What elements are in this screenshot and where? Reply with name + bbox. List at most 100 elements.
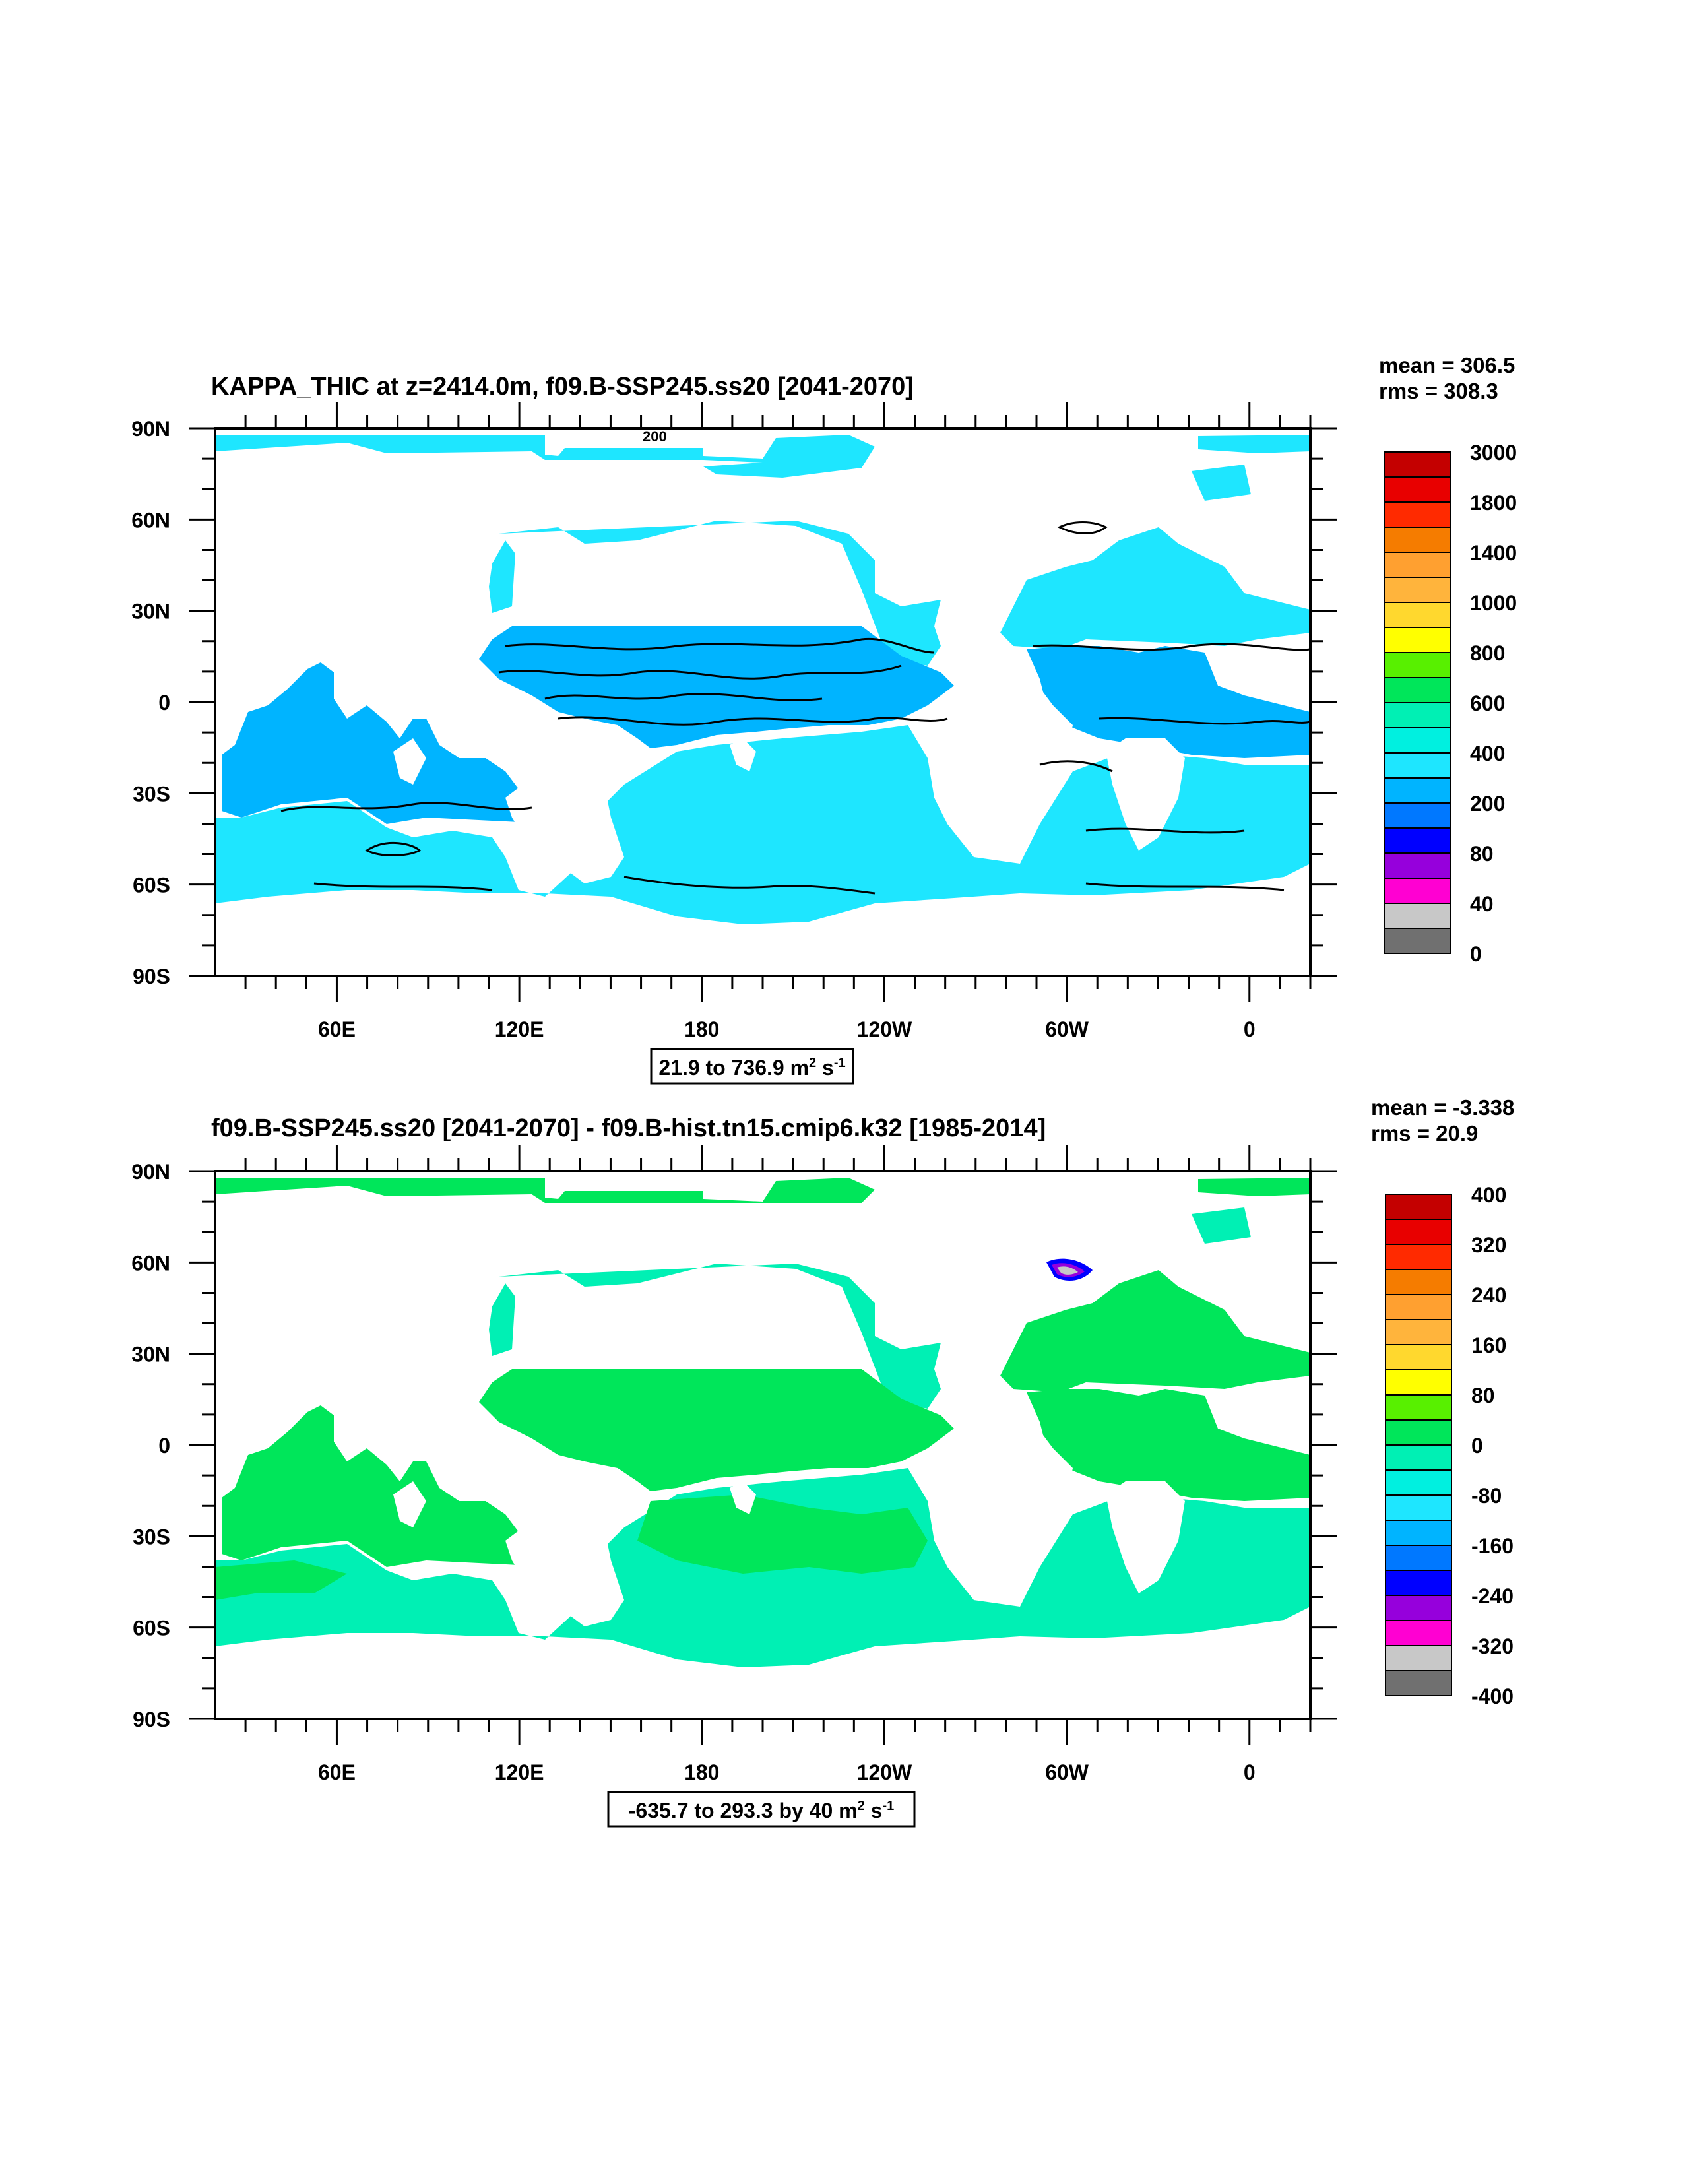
colorbar-box	[1384, 627, 1451, 653]
colorbar-box	[1385, 1344, 1452, 1370]
colorbar-label: 800	[1470, 641, 1505, 665]
ocean-layer	[215, 435, 1310, 924]
colorbar-box	[1384, 777, 1451, 804]
colorbar-label: -320	[1471, 1634, 1514, 1658]
colorbar-box	[1385, 1294, 1452, 1320]
ocean-layer	[215, 1178, 1310, 1667]
labrador-anomaly	[1046, 1258, 1093, 1281]
lon-label: 60W	[1045, 1017, 1089, 1041]
lon-label: 60E	[318, 1017, 356, 1041]
lat-label: 30S	[133, 782, 170, 806]
panel-1-rms: rms = 308.3	[1379, 379, 1498, 403]
colorbar-label: 600	[1470, 691, 1505, 715]
lon-label: 60W	[1045, 1760, 1089, 1784]
colorbar-label: 240	[1471, 1283, 1506, 1307]
map-ticks	[189, 402, 1337, 1002]
colorbar-label: 400	[1470, 742, 1505, 765]
contour-label: 200	[643, 428, 667, 445]
colorbar-box	[1385, 1219, 1452, 1245]
colorbar-box	[1384, 752, 1451, 779]
colorbar-box	[1385, 1469, 1452, 1496]
panel-2-title: f09.B-SSP245.ss20 [2041-2070] - f09.B-hi…	[211, 1114, 1046, 1142]
colorbar-box	[1384, 903, 1451, 929]
lat-label: 90N	[131, 1160, 170, 1184]
lat-label: 0	[158, 1434, 170, 1458]
colorbar-box	[1384, 577, 1451, 603]
colorbar-box	[1384, 451, 1451, 478]
colorbar-label: 160	[1471, 1333, 1506, 1357]
colorbar-label: -240	[1471, 1584, 1514, 1608]
lat-label: 90N	[131, 417, 170, 441]
colorbar-box	[1385, 1244, 1452, 1270]
lat-label: 60S	[133, 1617, 170, 1640]
lat-label: 60N	[131, 508, 170, 532]
lon-label: 180	[684, 1760, 719, 1784]
map-ticks	[189, 1145, 1337, 1745]
colorbar-label: 1000	[1470, 591, 1517, 615]
lat-label: 30N	[131, 1343, 170, 1366]
colorbar-label: 80	[1470, 842, 1494, 866]
lon-labels: 60E 120E 180 120W 60W 0	[318, 1760, 1256, 1784]
panel-1-mean: mean = 306.5	[1379, 353, 1515, 377]
lon-label: 0	[1244, 1017, 1256, 1041]
lon-label: 120W	[857, 1017, 912, 1041]
lat-labels: 90N 60N 30N 0 30S 60S 90S	[131, 417, 170, 988]
contour-lines	[280, 521, 1311, 895]
lat-label: 90S	[133, 1708, 170, 1731]
colorbar-box	[1385, 1194, 1452, 1220]
colorbar-box	[1384, 652, 1451, 678]
lat-labels: 90N 60N 30N 0 30S 60S 90S	[131, 1160, 170, 1731]
colorbar-label: 80	[1471, 1384, 1495, 1407]
colorbar-label: -400	[1471, 1685, 1514, 1708]
panel-2-range-label: -635.7 to 293.3 by 40 m2 s-1	[607, 1791, 916, 1828]
colorbar-box	[1385, 1269, 1452, 1295]
lon-labels: 60E 120E 180 120W 60W 0	[318, 1017, 1256, 1041]
colorbar-box	[1385, 1620, 1452, 1646]
panel-2-mean: mean = -3.338	[1371, 1095, 1514, 1120]
colorbar-box	[1385, 1545, 1452, 1571]
panel-2-colorbar: 400 320 240 160 80 0 -80 -160 -240 -320 -400	[1385, 1183, 1514, 1708]
colorbar-box	[1385, 1494, 1452, 1521]
colorbar-label: 40	[1470, 892, 1494, 916]
lon-label: 120E	[495, 1760, 544, 1784]
colorbar-box	[1385, 1520, 1452, 1546]
range-label-box	[607, 1791, 916, 1828]
colorbar-box	[1384, 552, 1451, 578]
lon-label: 60E	[318, 1760, 356, 1784]
lat-label: 0	[158, 691, 170, 715]
colorbar-box	[1384, 727, 1451, 754]
colorbar-box	[1385, 1444, 1452, 1471]
colorbar-box	[1384, 677, 1451, 703]
colorbar-box	[1384, 802, 1451, 829]
colorbar-box	[1384, 501, 1451, 528]
panel-1-title: KAPPA_THIC at z=2414.0m, f09.B-SSP245.ss…	[211, 373, 914, 401]
colorbar-label: -160	[1471, 1534, 1514, 1558]
panel-1-range-label: 21.9 to 736.9 m2 s-1	[650, 1048, 854, 1085]
lat-label: 60S	[133, 874, 170, 897]
colorbar-label: 320	[1471, 1233, 1506, 1257]
panel-1: KAPPA_THIC at z=2414.0m, f09.B-SSP245.ss…	[131, 353, 1517, 1085]
panel-2-rms: rms = 20.9	[1371, 1121, 1478, 1145]
colorbar-label: 0	[1471, 1434, 1483, 1458]
colorbar-box	[1384, 527, 1451, 553]
colorbar-label: -80	[1471, 1484, 1502, 1508]
colorbar-box	[1384, 878, 1451, 904]
colorbar-box	[1385, 1645, 1452, 1671]
colorbar-label: 1800	[1470, 491, 1517, 515]
colorbar-box	[1385, 1419, 1452, 1446]
colorbar-box	[1385, 1595, 1452, 1621]
colorbar-box	[1385, 1670, 1452, 1696]
range-label-box	[650, 1048, 854, 1085]
lon-label: 180	[684, 1017, 719, 1041]
colorbar-box	[1385, 1570, 1452, 1596]
range-label-text: -635.7 to 293.3 by 40 m2 s-1	[629, 1799, 894, 1822]
lon-label: 0	[1244, 1760, 1256, 1784]
lon-label: 120E	[495, 1017, 544, 1041]
lat-label: 90S	[133, 965, 170, 988]
colorbar-box	[1384, 476, 1451, 503]
lat-label: 30N	[131, 600, 170, 624]
colorbar-box	[1385, 1394, 1452, 1421]
